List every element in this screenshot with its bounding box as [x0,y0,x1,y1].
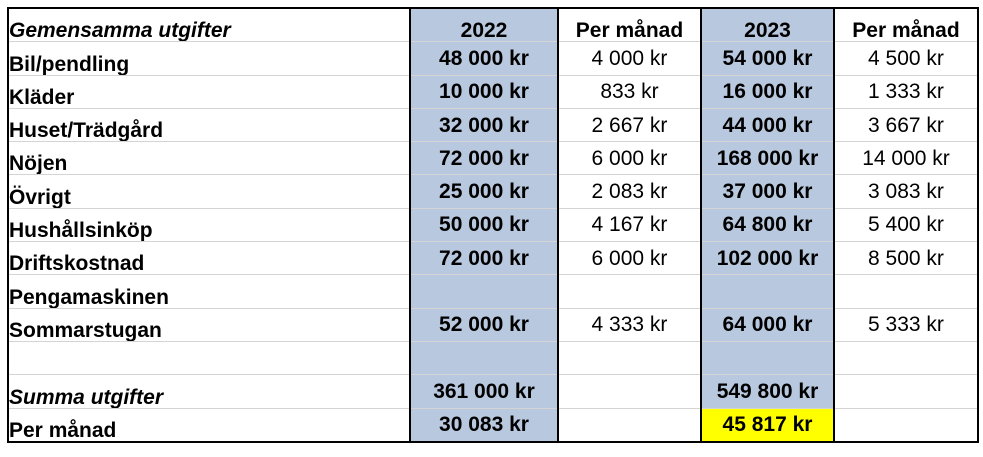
row-label[interactable]: Kläder [7,74,411,109]
cell-2023[interactable]: 102 000 kr [701,241,835,276]
cell-month-2022[interactable]: 833 kr [558,74,702,109]
cell-month-2023[interactable]: 4 500 kr [834,41,979,76]
total-row: Summa utgifter 361 000 kr 549 800 kr [7,374,979,409]
cell-2022[interactable]: 32 000 kr [410,107,559,143]
cell-2023[interactable] [701,274,835,309]
cell-month-2023[interactable]: 14 000 kr [834,141,979,176]
cell-2023[interactable] [701,340,835,376]
table-row: Nöjen 72 000 kr 6 000 kr 168 000 kr 14 0… [7,141,979,176]
monthly-label[interactable]: Per månad [7,407,411,443]
cell-month-2022[interactable]: 6 000 kr [558,141,702,176]
cell-2023[interactable]: 64 800 kr [701,207,835,243]
cell-2022[interactable]: 48 000 kr [410,41,559,76]
cell-2022[interactable]: 50 000 kr [410,207,559,243]
monthly-month-2023[interactable] [834,407,979,443]
cell-month-2022[interactable]: 4 333 kr [558,307,702,342]
row-label[interactable]: Övrigt [7,174,411,209]
cell-2022[interactable]: 10 000 kr [410,74,559,109]
cell-2022[interactable]: 72 000 kr [410,141,559,176]
row-label[interactable]: Huset/Trädgård [7,107,411,143]
cell-2023[interactable]: 37 000 kr [701,174,835,209]
cell-month-2022[interactable]: 2 667 kr [558,107,702,143]
table-row: Sommarstugan 52 000 kr 4 333 kr 64 000 k… [7,307,979,342]
table-row: Driftskostnad 72 000 kr 6 000 kr 102 000… [7,241,979,276]
cell-month-2023[interactable]: 3 667 kr [834,107,979,143]
header-row: Gemensamma utgifter 2022 Per månad 2023 … [7,7,979,43]
total-2022[interactable]: 361 000 kr [410,374,559,409]
sheet-title[interactable]: Gemensamma utgifter [7,7,411,43]
cell-month-2023[interactable]: 1 333 kr [834,74,979,109]
table-row: Pengamaskinen [7,274,979,309]
cell-2022[interactable] [410,340,559,376]
cell-month-2022[interactable]: 4 000 kr [558,41,702,76]
total-month-2022[interactable] [558,374,702,409]
table-row: Bil/pendling 48 000 kr 4 000 kr 54 000 k… [7,41,979,76]
cell-month-2022[interactable] [558,340,702,376]
cell-2022[interactable]: 25 000 kr [410,174,559,209]
cell-2022[interactable]: 72 000 kr [410,241,559,276]
cell-month-2023[interactable]: 5 333 kr [834,307,979,342]
header-2023[interactable]: 2023 [701,7,835,43]
monthly-month-2022[interactable] [558,407,702,443]
cell-month-2022[interactable] [558,274,702,309]
table-row: Kläder 10 000 kr 833 kr 16 000 kr 1 333 … [7,74,979,109]
header-per-month-2023[interactable]: Per månad [834,7,979,43]
row-label[interactable]: Bil/pendling [7,41,411,76]
cell-2022[interactable] [410,274,559,309]
cell-2023[interactable]: 16 000 kr [701,74,835,109]
cell-2022[interactable]: 52 000 kr [410,307,559,342]
cell-month-2023[interactable] [834,274,979,309]
row-label[interactable]: Pengamaskinen [7,274,411,309]
header-per-month-2022[interactable]: Per månad [558,7,702,43]
table-row: Övrigt 25 000 kr 2 083 kr 37 000 kr 3 08… [7,174,979,209]
cell-2023[interactable]: 44 000 kr [701,107,835,143]
cell-month-2023[interactable]: 5 400 kr [834,207,979,243]
table-row [7,340,979,376]
row-label[interactable]: Driftskostnad [7,241,411,276]
cell-2023[interactable]: 64 000 kr [701,307,835,342]
cell-month-2022[interactable]: 6 000 kr [558,241,702,276]
cell-2023[interactable]: 168 000 kr [701,141,835,176]
row-label[interactable]: Hushållsinköp [7,207,411,243]
cell-month-2023[interactable]: 8 500 kr [834,241,979,276]
row-label[interactable] [7,340,411,376]
expenses-table: Gemensamma utgifter 2022 Per månad 2023 … [7,7,979,443]
total-2023[interactable]: 549 800 kr [701,374,835,409]
monthly-2022[interactable]: 30 083 kr [410,407,559,443]
table-row: Hushållsinköp 50 000 kr 4 167 kr 64 800 … [7,207,979,243]
total-label[interactable]: Summa utgifter [7,374,411,409]
monthly-row: Per månad 30 083 kr 45 817 kr [7,407,979,443]
header-2022[interactable]: 2022 [410,7,559,43]
cell-month-2023[interactable] [834,340,979,376]
table-row: Huset/Trädgård 32 000 kr 2 667 kr 44 000… [7,107,979,143]
row-label[interactable]: Nöjen [7,141,411,176]
row-label[interactable]: Sommarstugan [7,307,411,342]
cell-2023[interactable]: 54 000 kr [701,41,835,76]
cell-month-2022[interactable]: 2 083 kr [558,174,702,209]
monthly-2023-highlighted[interactable]: 45 817 kr [701,407,835,443]
cell-month-2022[interactable]: 4 167 kr [558,207,702,243]
cell-month-2023[interactable]: 3 083 kr [834,174,979,209]
total-month-2023[interactable] [834,374,979,409]
